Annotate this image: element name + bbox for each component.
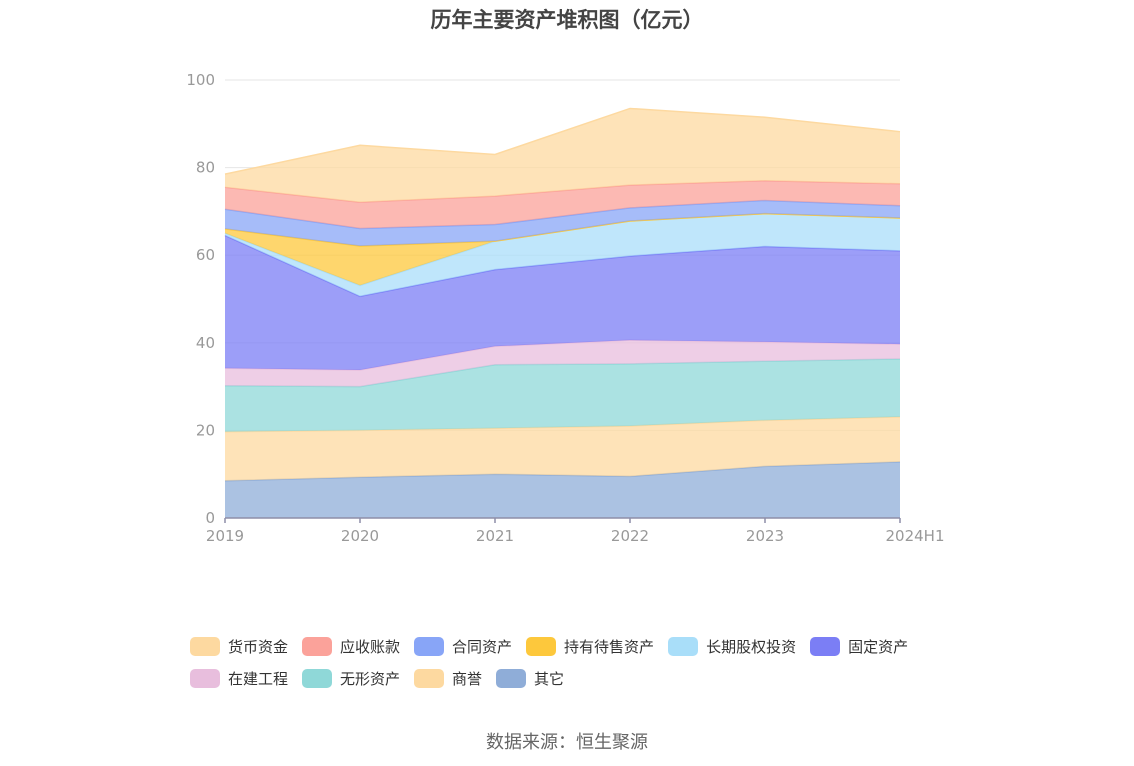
- legend-swatch: [414, 668, 445, 688]
- legend-item[interactable]: 在建工程: [190, 662, 288, 694]
- legend-swatch: [810, 636, 841, 656]
- legend-swatch: [496, 668, 527, 688]
- y-tick-label: 0: [205, 509, 215, 527]
- legend-item[interactable]: 货币资金: [190, 630, 288, 662]
- x-tick-label: 2021: [476, 527, 514, 545]
- legend-item[interactable]: 无形资产: [302, 662, 400, 694]
- legend-item[interactable]: 固定资产: [810, 630, 908, 662]
- x-tick-label: 2023: [746, 527, 784, 545]
- x-tick-label: 2024H1: [886, 527, 945, 545]
- area-edge-series-10: [224, 107, 901, 175]
- legend-swatch: [668, 636, 699, 656]
- legend-swatch: [302, 636, 333, 656]
- legend: 货币资金 应收账款 合同资产 持有待售资产 长期股权投资 固定资产在建工程 无形资产 商誉 其它: [190, 630, 970, 694]
- legend-swatch: [414, 636, 445, 656]
- legend-label: 应收账款: [340, 637, 401, 656]
- legend-swatch: [190, 636, 220, 656]
- y-tick-label: 60: [196, 246, 215, 264]
- y-tick-label: 80: [196, 159, 215, 177]
- x-tick-label: 2019: [206, 527, 244, 545]
- legend-label: 固定资产: [848, 637, 909, 656]
- area-series-5[interactable]: [225, 235, 900, 370]
- axis-layer: 0 20 40 60 80 100 2019 2020 2021 2022 2023 2024H1: [186, 71, 944, 545]
- stacked-area-chart: 0 20 40 60 80 100 2019 2020 2021 2022 2023 2024H1: [186, 71, 944, 545]
- legend-item[interactable]: 持有待售资产: [526, 630, 654, 662]
- legend-label: 商誉: [452, 669, 483, 688]
- y-tick-label: 100: [186, 71, 215, 89]
- legend-label: 合同资产: [452, 637, 513, 656]
- legend-item[interactable]: 合同资产: [414, 630, 512, 662]
- area-series-4[interactable]: [225, 340, 900, 387]
- area-series-1[interactable]: [225, 461, 900, 518]
- legend-label: 无形资产: [340, 669, 401, 688]
- legend-label: 持有待售资产: [564, 637, 655, 656]
- legend-swatch: [190, 668, 220, 688]
- area-series-10[interactable]: [225, 108, 900, 203]
- legend-item[interactable]: 其它: [496, 662, 564, 694]
- legend-item[interactable]: 商誉: [414, 662, 482, 694]
- legend-swatch: [302, 668, 333, 688]
- x-tick-label: 2020: [341, 527, 379, 545]
- legend-label: 其它: [534, 669, 565, 688]
- data-source-note: 数据来源：恒生聚源: [486, 732, 648, 753]
- y-tick-label: 20: [196, 421, 215, 439]
- legend-label: 货币资金: [228, 637, 289, 656]
- area-series-2[interactable]: [225, 416, 900, 481]
- area-series-6[interactable]: [225, 213, 900, 297]
- area-edge-series-8: [224, 199, 901, 230]
- area-series-3[interactable]: [225, 359, 900, 432]
- x-tick-label: 2022: [611, 527, 649, 545]
- legend-swatch: [526, 636, 557, 656]
- legend-label: 在建工程: [228, 669, 289, 688]
- area-series-9[interactable]: [225, 180, 900, 229]
- legend-item[interactable]: 应收账款: [302, 630, 400, 662]
- chart-title: 历年主要资产堆积图（亿元）: [430, 8, 704, 32]
- legend-item[interactable]: 长期股权投资: [668, 630, 796, 662]
- legend-label: 长期股权投资: [706, 637, 797, 656]
- area-layer: [224, 107, 901, 518]
- area-series-7[interactable]: [225, 213, 900, 286]
- y-tick-label: 40: [196, 334, 215, 352]
- area-series-8[interactable]: [225, 200, 900, 247]
